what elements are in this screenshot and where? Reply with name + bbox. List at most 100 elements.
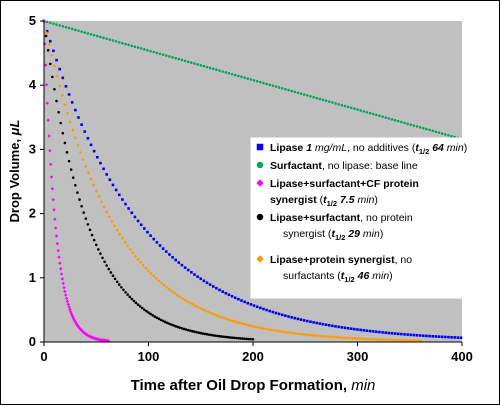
data-point — [334, 325, 337, 328]
data-point — [290, 316, 293, 319]
data-point — [216, 334, 219, 338]
data-point — [437, 131, 441, 134]
data-point — [233, 73, 237, 77]
data-point — [356, 108, 359, 111]
data-point — [240, 75, 243, 79]
data-point — [80, 30, 83, 33]
data-point — [206, 310, 211, 314]
data-point — [44, 31, 49, 35]
data-point — [149, 49, 152, 53]
data-point — [133, 254, 138, 258]
data-point — [147, 311, 150, 314]
data-point — [80, 123, 83, 126]
data-point — [77, 116, 80, 119]
data-point — [46, 118, 50, 122]
data-point — [107, 267, 111, 271]
data-point — [309, 320, 312, 324]
data-point — [183, 59, 187, 63]
data-point — [146, 48, 149, 52]
data-point — [54, 234, 59, 238]
data-point — [45, 20, 49, 24]
data-point — [58, 261, 62, 265]
data-point — [97, 194, 101, 199]
data-point — [121, 41, 124, 45]
data-point — [402, 338, 407, 342]
data-point — [51, 197, 55, 202]
data-point — [205, 281, 209, 285]
data-point — [259, 80, 262, 84]
data-point — [371, 337, 375, 341]
data-point — [88, 228, 92, 232]
data-point — [191, 329, 194, 333]
x-axis-label: Time after Oil Drop Formation, min — [131, 377, 376, 394]
data-point — [190, 270, 193, 274]
data-point — [293, 331, 297, 336]
data-point — [259, 326, 263, 330]
data-point — [379, 337, 383, 342]
data-point — [155, 241, 159, 244]
data-point — [58, 67, 61, 71]
data-point — [252, 79, 256, 82]
data-point — [86, 32, 90, 35]
data-point — [71, 176, 75, 179]
data-point — [268, 309, 272, 313]
data-point — [224, 71, 228, 74]
data-point — [425, 334, 428, 338]
data-point — [62, 285, 66, 290]
data-point — [193, 62, 196, 65]
series-lipase — [42, 19, 463, 340]
data-point — [368, 337, 373, 341]
data-point — [158, 52, 162, 56]
x-tick-label: 300 — [347, 349, 369, 364]
x-tick-label: 0 — [40, 349, 47, 364]
data-point — [287, 315, 290, 318]
data-point — [183, 266, 187, 269]
data-point — [443, 335, 447, 339]
data-point — [266, 327, 271, 332]
data-point — [50, 53, 54, 58]
data-point — [221, 70, 224, 73]
data-point — [86, 137, 90, 140]
data-point — [161, 247, 165, 250]
data-point — [355, 336, 360, 341]
data-point — [440, 335, 444, 339]
data-point — [78, 150, 83, 155]
data-point — [309, 95, 312, 98]
data-point — [208, 66, 212, 70]
data-point — [175, 293, 179, 297]
data-point — [108, 38, 112, 41]
x-tick-label: 400 — [451, 349, 473, 364]
data-point — [136, 219, 140, 223]
data-point — [277, 312, 281, 316]
data-point — [95, 155, 99, 159]
data-point — [55, 23, 58, 26]
data-point — [337, 102, 340, 106]
data-point — [61, 76, 65, 80]
data-point — [43, 63, 48, 67]
data-point — [122, 288, 125, 292]
legend-label: Lipase+surfactant, no protein — [270, 212, 413, 224]
data-point — [76, 191, 79, 194]
data-point — [418, 126, 422, 129]
data-point — [246, 323, 250, 327]
data-point — [272, 328, 276, 333]
data-point — [67, 93, 71, 96]
data-point — [84, 164, 88, 169]
data-point — [342, 336, 347, 340]
data-point — [237, 297, 240, 301]
data-point — [102, 36, 105, 40]
data-point — [162, 283, 166, 287]
data-point — [396, 119, 400, 123]
data-point — [133, 45, 137, 48]
data-point — [78, 198, 81, 201]
data-point — [425, 127, 428, 131]
data-point — [418, 338, 422, 343]
data-point — [302, 319, 306, 322]
data-point — [102, 205, 106, 209]
data-point — [343, 326, 347, 330]
data-point — [188, 301, 192, 305]
data-point — [284, 314, 287, 317]
data-point — [92, 33, 96, 37]
data-point — [130, 211, 134, 215]
data-point — [111, 39, 115, 42]
